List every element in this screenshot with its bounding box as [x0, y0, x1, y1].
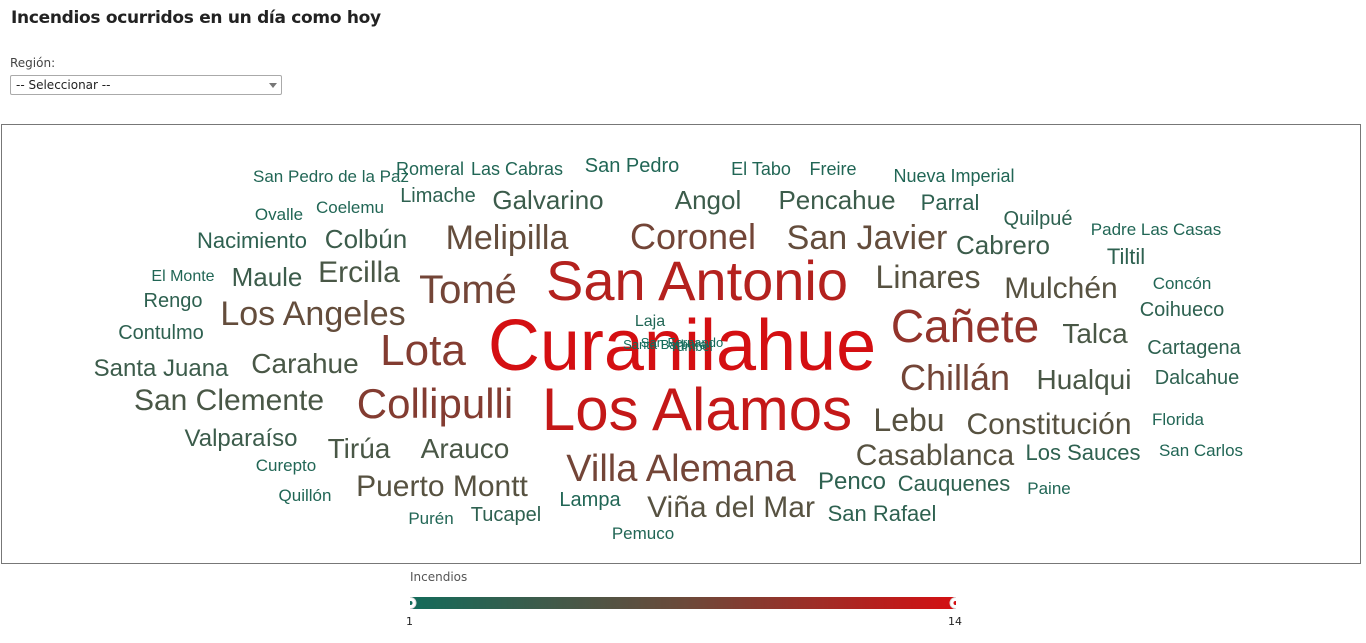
cloud-word-coronel[interactable]: Coronel: [630, 216, 756, 257]
cloud-word-san-pedro-de-la-paz[interactable]: San Pedro de la Paz: [253, 167, 409, 186]
cloud-word-san-carlos[interactable]: San Carlos: [1159, 441, 1243, 460]
cloud-word-el-tabo[interactable]: El Tabo: [731, 159, 791, 179]
cloud-word-angol[interactable]: Angol: [675, 185, 742, 215]
page-title: Incendios ocurridos en un día como hoy: [11, 8, 381, 28]
word-cloud-panel: Curanilahue Los Alamos San Antonio Cañete Lo…: [1, 124, 1361, 564]
region-select[interactable]: -- Seleccionar --: [10, 75, 282, 95]
cloud-word-collipulli[interactable]: Collipulli: [357, 380, 513, 427]
cloud-word-nueva-imperial[interactable]: Nueva Imperial: [893, 166, 1014, 186]
cloud-word-lota[interactable]: Lota: [380, 326, 466, 375]
cloud-word-chillán[interactable]: Chillán: [900, 357, 1010, 398]
cloud-word-galvarino[interactable]: Galvarino: [492, 185, 603, 215]
region-select-value: -- Seleccionar --: [16, 78, 111, 92]
legend-title: Incendios: [410, 570, 468, 584]
cloud-word-el-monte[interactable]: El Monte: [151, 268, 214, 285]
region-label: Región:: [10, 56, 56, 70]
cloud-word-hualqui[interactable]: Hualqui: [1037, 364, 1132, 395]
cloud-word-puerto-montt[interactable]: Puerto Montt: [356, 470, 528, 503]
legend-max-handle[interactable]: [949, 597, 956, 609]
cloud-word-dalcahue[interactable]: Dalcahue: [1155, 367, 1240, 389]
cloud-word-coihueco[interactable]: Coihueco: [1140, 299, 1225, 321]
cloud-word-freire[interactable]: Freire: [809, 159, 856, 179]
cloud-word-cartagena[interactable]: Cartagena: [1147, 337, 1241, 359]
cloud-word-romeral[interactable]: Romeral: [396, 159, 464, 179]
cloud-word-viña-del-mar[interactable]: Viña del Mar: [647, 491, 815, 524]
cloud-word-melipilla[interactable]: Melipilla: [446, 219, 569, 257]
cloud-word-contulmo[interactable]: Contulmo: [118, 322, 204, 344]
cloud-word-concón[interactable]: Concón: [1153, 274, 1212, 293]
cloud-word-mulchén[interactable]: Mulchén: [1004, 272, 1117, 305]
legend-min-label: 1: [406, 615, 413, 628]
cloud-word-santa-juana[interactable]: Santa Juana: [94, 355, 229, 382]
cloud-word-valparaíso[interactable]: Valparaíso: [185, 425, 298, 452]
cloud-word-carahue[interactable]: Carahue: [251, 348, 358, 379]
cloud-word-coelemu[interactable]: Coelemu: [316, 198, 384, 217]
cloud-word-nacimiento[interactable]: Nacimiento: [197, 228, 307, 253]
cloud-word-penco[interactable]: Penco: [818, 468, 886, 495]
cloud-word-padre-las-casas[interactable]: Padre Las Casas: [1091, 220, 1221, 239]
cloud-word-santa-bárbara[interactable]: Santa Bárbara: [623, 337, 708, 352]
legend-max-label: 14: [948, 615, 962, 628]
cloud-word-cañete[interactable]: Cañete: [891, 300, 1039, 352]
cloud-word-ercilla[interactable]: Ercilla: [318, 256, 400, 289]
cloud-word-tomé[interactable]: Tomé: [419, 268, 517, 312]
cloud-word-rengo[interactable]: Rengo: [144, 290, 203, 312]
legend-max-handle-dot: [953, 601, 956, 605]
cloud-word-los-sauces[interactable]: Los Sauces: [1026, 440, 1141, 465]
cloud-word-purén[interactable]: Purén: [408, 509, 453, 528]
legend-min-handle[interactable]: [410, 597, 417, 609]
cloud-word-los-alamos[interactable]: Los Alamos: [542, 376, 852, 443]
cloud-word-tiltil[interactable]: Tiltil: [1107, 244, 1145, 269]
cloud-word-talca[interactable]: Talca: [1062, 318, 1128, 349]
cloud-word-san-javier[interactable]: San Javier: [787, 219, 948, 257]
cloud-word-las-cabras[interactable]: Las Cabras: [471, 159, 563, 179]
cloud-word-san-clemente[interactable]: San Clemente: [134, 384, 324, 417]
cloud-word-casablanca[interactable]: Casablanca: [856, 439, 1015, 472]
cloud-word-florida[interactable]: Florida: [1152, 410, 1205, 429]
cloud-word-tucapel[interactable]: Tucapel: [471, 504, 541, 526]
cloud-word-yumbel[interactable]: Yumbel: [669, 339, 712, 354]
cloud-word-arauco[interactable]: Arauco: [421, 433, 510, 464]
cloud-word-san-pedro[interactable]: San Pedro: [585, 155, 680, 177]
cloud-word-san-fernando[interactable]: San Fernando: [641, 335, 723, 350]
cloud-word-laja[interactable]: Laja: [635, 313, 665, 330]
cloud-word-ovalle[interactable]: Ovalle: [255, 205, 303, 224]
cloud-word-cauquenes[interactable]: Cauquenes: [898, 471, 1011, 496]
cloud-word-los-angeles[interactable]: Los Angeles: [220, 295, 405, 333]
cloud-word-pencahue[interactable]: Pencahue: [778, 185, 895, 215]
cloud-word-san-rafael[interactable]: San Rafael: [828, 501, 937, 526]
cloud-word-lebu[interactable]: Lebu: [873, 402, 944, 438]
cloud-word-paine[interactable]: Paine: [1027, 479, 1070, 498]
legend-gradient: [410, 597, 956, 609]
cloud-word-curanilahue[interactable]: Curanilahue: [488, 306, 876, 386]
cloud-word-parral[interactable]: Parral: [921, 190, 980, 215]
color-legend-bar: [410, 597, 956, 609]
cloud-word-quillón[interactable]: Quillón: [279, 486, 332, 505]
cloud-word-constitución[interactable]: Constitución: [966, 408, 1131, 441]
cloud-word-lampa[interactable]: Lampa: [559, 489, 621, 511]
cloud-word-quilpué[interactable]: Quilpué: [1004, 208, 1073, 230]
cloud-word-villa-alemana[interactable]: Villa Alemana: [566, 448, 796, 490]
cloud-word-curepto[interactable]: Curepto: [256, 456, 316, 475]
cloud-word-tirúa[interactable]: Tirúa: [328, 433, 391, 464]
cloud-word-limache[interactable]: Limache: [400, 185, 476, 207]
chevron-down-icon: [269, 83, 277, 88]
cloud-word-linares[interactable]: Linares: [876, 259, 981, 295]
cloud-word-san-antonio[interactable]: San Antonio: [546, 249, 848, 312]
legend-min-handle-dot: [410, 601, 413, 605]
cloud-word-pemuco[interactable]: Pemuco: [612, 524, 674, 543]
cloud-word-maule[interactable]: Maule: [232, 262, 303, 292]
cloud-word-cabrero[interactable]: Cabrero: [956, 230, 1050, 260]
cloud-word-colbún[interactable]: Colbún: [325, 224, 407, 254]
